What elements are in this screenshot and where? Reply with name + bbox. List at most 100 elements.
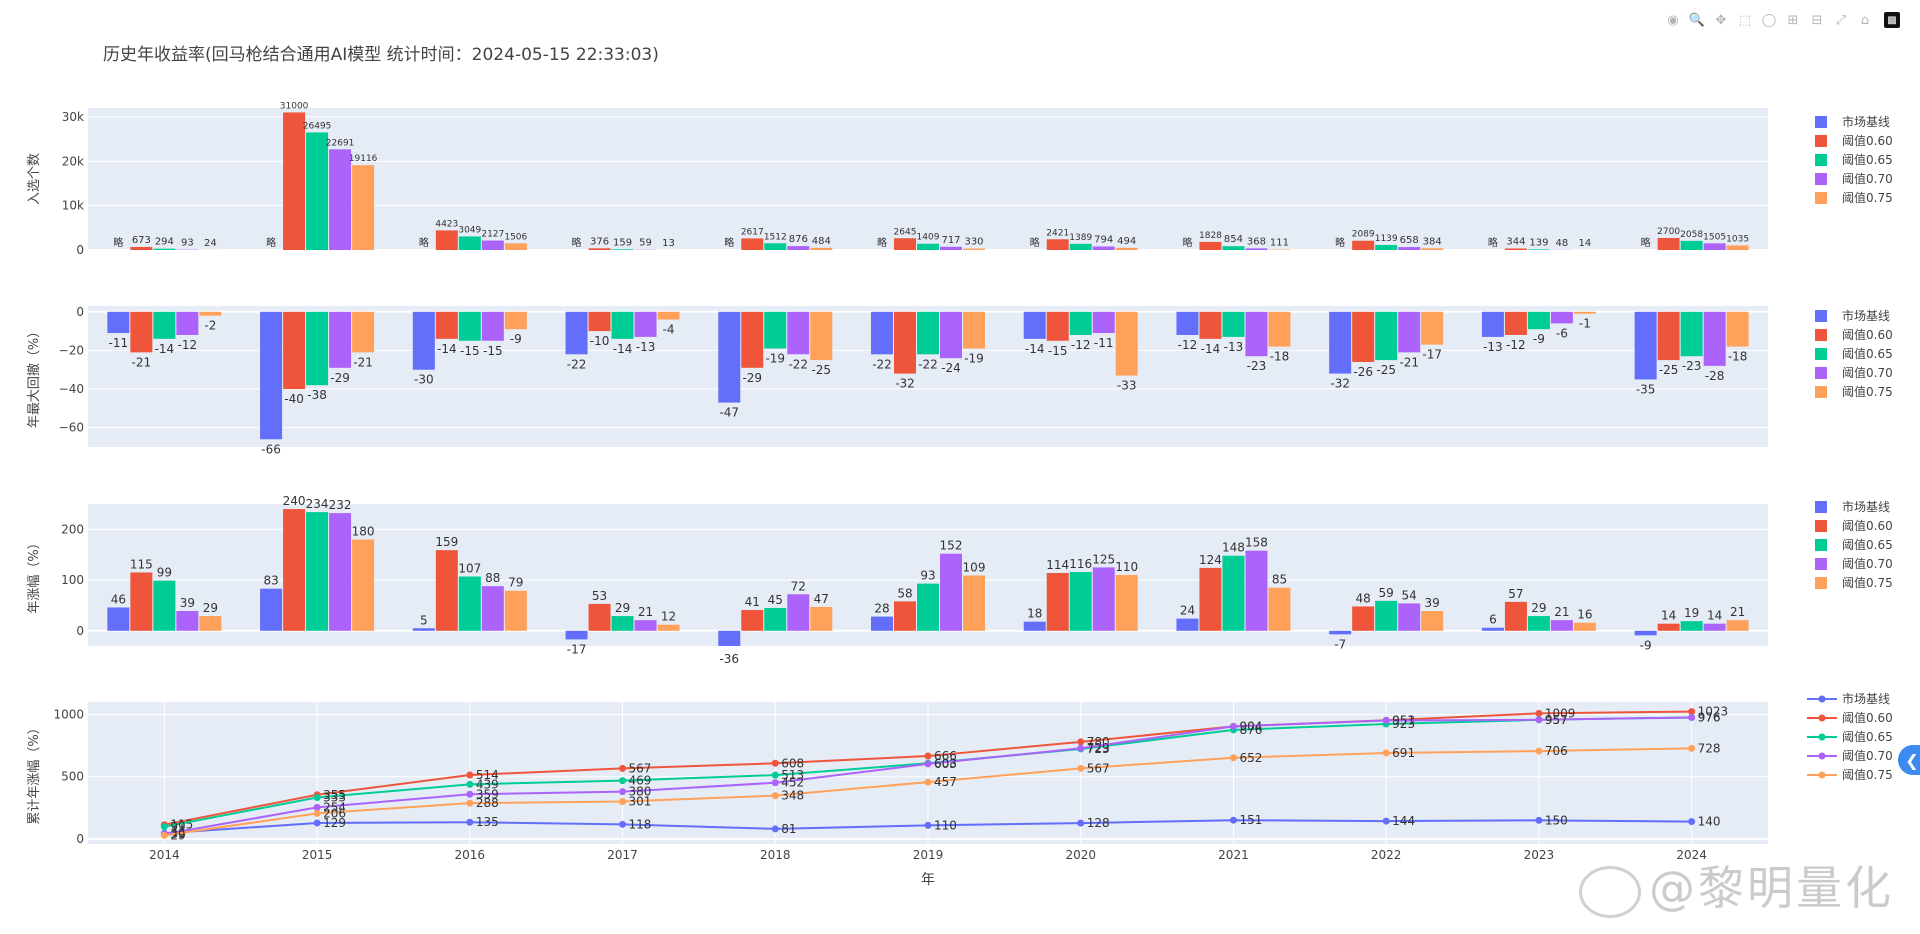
bar-阈值0.65-2022 — [1375, 600, 1398, 631]
y-tick-label: 0 — [76, 243, 84, 257]
data-label: 148 — [1222, 541, 1245, 555]
legend-item: 阈值0.60 — [1842, 327, 1893, 342]
bar-阈值0.70-2015 — [329, 311, 352, 368]
data-label: -40 — [284, 392, 304, 406]
bar-阈值0.60-2016 — [435, 230, 458, 250]
point-市场基线-2020 — [1077, 819, 1085, 827]
zoom-in-icon[interactable]: ⊞ — [1787, 12, 1799, 28]
box-select-icon[interactable]: ⬚ — [1738, 12, 1752, 28]
bar-阈值0.60-2018 — [741, 311, 764, 368]
bar-阈值0.65-2015 — [306, 132, 329, 250]
data-label: -11 — [1094, 336, 1114, 350]
y-tick-label: 30k — [62, 110, 84, 124]
bar-阈值0.60-2015 — [283, 311, 306, 390]
legend-swatch — [1815, 520, 1827, 532]
data-label: -26 — [1353, 365, 1373, 379]
legend-item: 阈值0.65 — [1842, 729, 1893, 744]
bar-阈值0.60-2016 — [435, 550, 458, 631]
bar-市场基线-2014 — [107, 311, 130, 334]
point-阈值0.60-2024 — [1688, 708, 1696, 716]
bar-阈值0.65-2022 — [1375, 311, 1398, 361]
data-label: 29 — [170, 828, 185, 842]
data-label: 359 — [476, 787, 499, 801]
legend-marker — [1818, 695, 1826, 703]
x-tick-label: 2017 — [607, 848, 638, 862]
lasso-icon[interactable]: ◯ — [1761, 12, 1777, 28]
bar-阈值0.65-2016 — [458, 236, 481, 250]
data-label: -21 — [353, 355, 373, 369]
plotly-logo-icon[interactable]: ▩ — [1884, 12, 1900, 28]
bar-阈值0.75-2022 — [1421, 611, 1444, 631]
bar-阈值0.60-2024 — [1657, 623, 1680, 631]
legend-item: 市场基线 — [1842, 308, 1890, 323]
data-label: 48 — [1556, 238, 1569, 249]
bar-阈值0.60-2022 — [1352, 606, 1375, 631]
data-label: 115 — [170, 818, 193, 832]
zoom-out-icon[interactable]: ⊟ — [1811, 12, 1823, 28]
data-label: 略 — [266, 236, 276, 249]
data-label: -4 — [663, 323, 675, 337]
point-阈值0.70-2018 — [771, 779, 779, 787]
data-label: 28 — [874, 602, 889, 616]
data-label: 294 — [155, 237, 174, 248]
data-label: 152 — [940, 539, 963, 553]
bar-阈值0.75-2022 — [1421, 311, 1444, 345]
y-tick-label: 0 — [76, 305, 84, 319]
bar-阈值0.70-2015 — [329, 149, 352, 250]
bar-阈值0.70-2016 — [481, 311, 504, 341]
data-label: -14 — [155, 342, 175, 356]
data-label: 380 — [629, 785, 652, 799]
legend-item: 阈值0.65 — [1842, 346, 1893, 361]
data-label: -9 — [510, 332, 522, 346]
bar-阈值0.75-2014 — [199, 311, 222, 316]
legend-swatch — [1815, 192, 1827, 204]
data-label: 976 — [1698, 710, 1721, 724]
home-icon[interactable]: ⌂ — [1860, 12, 1870, 28]
point-阈值0.75-2019 — [924, 778, 932, 786]
data-label: 48 — [1356, 591, 1371, 605]
zoom-icon[interactable]: 🔍 — [1688, 12, 1706, 28]
data-label: 125 — [1092, 552, 1115, 566]
y-tick-label: 20k — [62, 154, 84, 168]
bar-阈值0.75-2018 — [810, 247, 833, 250]
data-label: -15 — [460, 344, 480, 358]
bar-阈值0.65-2020 — [1069, 243, 1092, 250]
pan-icon[interactable]: ✥ — [1715, 12, 1727, 28]
bar-阈值0.60-2024 — [1657, 311, 1680, 361]
data-label: 115 — [130, 557, 153, 571]
bar-阈值0.65-2020 — [1069, 311, 1092, 335]
data-label: 330 — [964, 237, 983, 248]
data-label: 567 — [1087, 761, 1110, 775]
bar-阈值0.65-2021 — [1222, 246, 1245, 250]
bar-阈值0.65-2019 — [917, 583, 939, 631]
point-市场基线-2018 — [771, 825, 779, 833]
bar-阈值0.65-2018 — [764, 243, 787, 250]
bar-阈值0.65-2016 — [458, 311, 481, 341]
data-label: 691 — [1392, 746, 1415, 760]
camera-icon[interactable]: ◉ — [1667, 12, 1679, 28]
data-label: 384 — [1423, 236, 1442, 247]
bar-阈值0.75-2015 — [352, 311, 375, 353]
legend-item: 阈值0.75 — [1842, 384, 1893, 399]
bar-阈值0.70-2018 — [787, 594, 810, 631]
bar-阈值0.60-2022 — [1352, 240, 1375, 250]
data-label: 118 — [629, 817, 652, 831]
point-市场基线-2022 — [1382, 817, 1390, 825]
collapse-side-panel-button[interactable]: ❮ — [1898, 745, 1920, 775]
legend-item: 市场基线 — [1842, 691, 1890, 706]
bar-市场基线-2019 — [871, 311, 893, 355]
data-label: 513 — [781, 768, 804, 782]
point-阈值0.65-2017 — [619, 777, 627, 785]
data-label: 1512 — [764, 232, 787, 242]
chart-title: 历史年收益率(回马枪结合通用AI模型 统计时间：2024-05-15 22:33… — [103, 45, 659, 65]
data-label: 19116 — [349, 154, 378, 164]
bar-阈值0.75-2019 — [963, 248, 985, 250]
x-tick-label: 2021 — [1218, 848, 1249, 862]
data-label: 114 — [1046, 558, 1069, 572]
point-阈值0.70-2022 — [1382, 717, 1390, 725]
autoscale-icon[interactable]: ⤢ — [1835, 12, 1847, 28]
data-label: 略 — [1030, 236, 1040, 249]
data-label: -12 — [178, 338, 198, 352]
bar-阈值0.65-2019 — [917, 243, 939, 250]
data-label: 略 — [572, 236, 582, 249]
